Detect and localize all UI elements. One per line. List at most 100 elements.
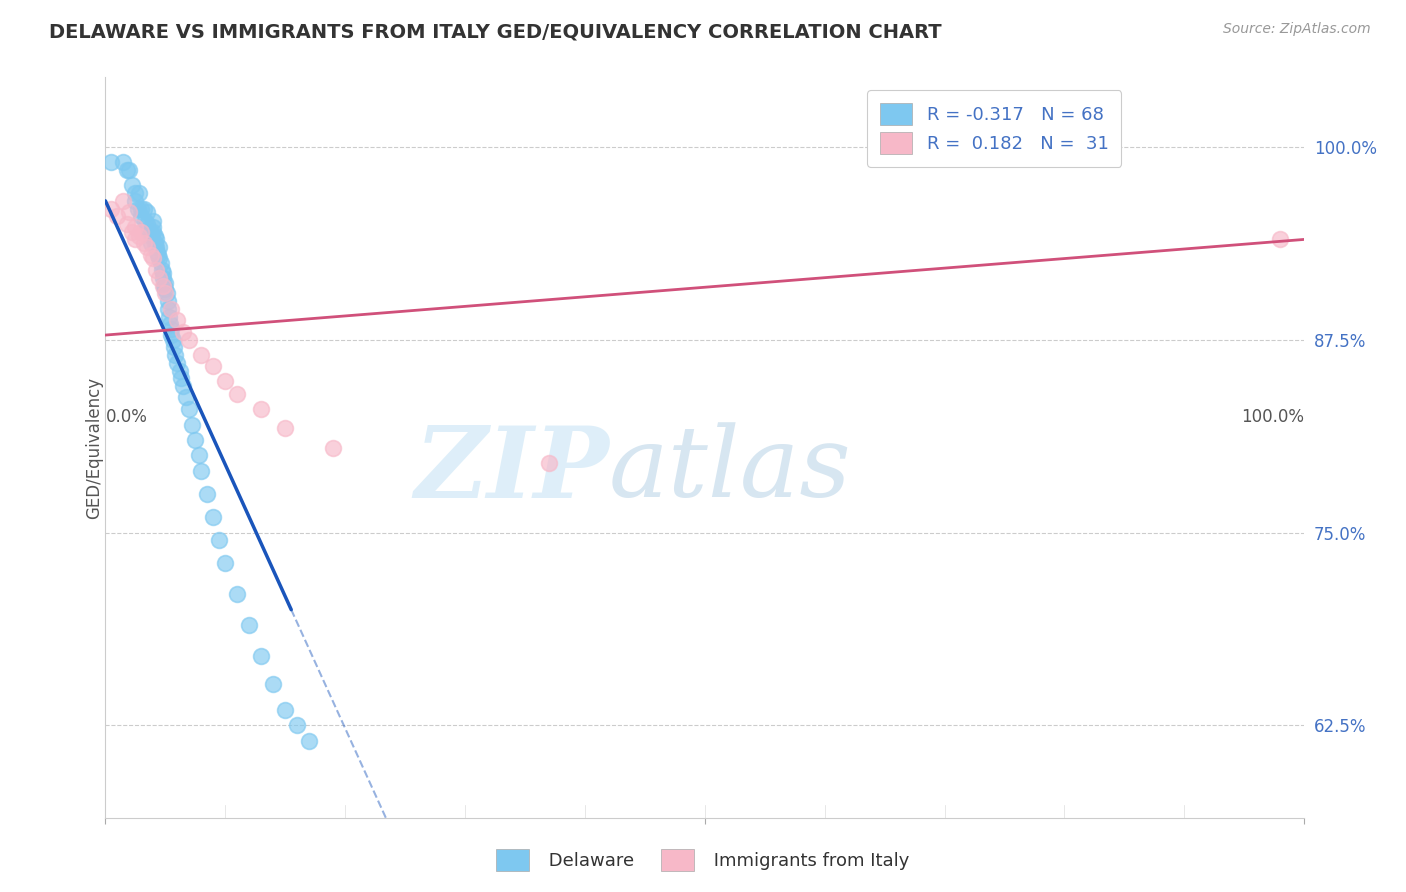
Point [214, 557, 236, 571]
Point [153, 278, 176, 293]
Point [127, 202, 149, 216]
Point [214, 375, 236, 389]
Point [146, 244, 169, 259]
Point [124, 232, 146, 246]
Point [250, 648, 273, 663]
Point [149, 255, 172, 269]
Point [157, 310, 180, 324]
Point [155, 286, 177, 301]
Point [202, 359, 225, 373]
Legend:  Delaware,  Immigrants from Italy: Delaware, Immigrants from Italy [489, 842, 917, 879]
Point [195, 487, 218, 501]
Point [298, 733, 321, 747]
Point [131, 202, 153, 216]
Point [208, 533, 231, 548]
Point [155, 286, 177, 301]
Point [136, 240, 159, 254]
Point [170, 371, 193, 385]
Point [152, 278, 174, 293]
Point [156, 294, 179, 309]
Point [146, 248, 169, 262]
Point [124, 186, 146, 201]
Point [143, 235, 166, 250]
Point [150, 263, 173, 277]
Point [184, 433, 207, 447]
Text: 0.0%: 0.0% [105, 409, 148, 426]
Point [121, 178, 143, 193]
Point [155, 276, 177, 290]
Point [160, 301, 183, 316]
Point [143, 229, 166, 244]
Point [187, 449, 209, 463]
Point [142, 214, 165, 228]
Point [128, 186, 150, 201]
Point [179, 402, 201, 417]
Point [174, 390, 197, 404]
Point [1270, 232, 1292, 246]
Point [100, 155, 122, 169]
Text: DELAWARE VS IMMIGRANTS FROM ITALY GED/EQUIVALENCY CORRELATION CHART: DELAWARE VS IMMIGRANTS FROM ITALY GED/EQ… [49, 22, 942, 41]
Point [226, 386, 249, 401]
Point [285, 718, 308, 732]
Point [105, 209, 128, 223]
Point [148, 251, 170, 265]
Text: ZIP: ZIP [413, 422, 609, 518]
Point [118, 163, 141, 178]
Point [115, 163, 138, 178]
Point [136, 204, 159, 219]
Point [537, 456, 560, 470]
Point [190, 464, 212, 478]
Point [100, 202, 122, 216]
Point [160, 328, 183, 343]
Point [180, 417, 202, 432]
Point [159, 318, 181, 332]
Point [238, 618, 260, 632]
Point [124, 194, 146, 208]
Point [250, 402, 273, 417]
Point [226, 587, 249, 601]
Point [134, 214, 156, 228]
Point [163, 340, 186, 354]
Point [202, 510, 225, 524]
Point [152, 271, 174, 285]
Text: Source: ZipAtlas.com: Source: ZipAtlas.com [1223, 22, 1371, 37]
Point [139, 248, 162, 262]
Point [274, 420, 297, 434]
Point [152, 266, 174, 280]
Point [148, 240, 170, 254]
Legend: R = -0.317   N = 68, R =  0.182   N =  31: R = -0.317 N = 68, R = 0.182 N = 31 [868, 90, 1122, 167]
Point [142, 220, 165, 235]
Text: 100.0%: 100.0% [1241, 409, 1305, 426]
Point [145, 240, 167, 254]
Point [138, 225, 160, 239]
Point [112, 155, 135, 169]
Point [169, 363, 191, 377]
Point [179, 333, 201, 347]
Point [118, 204, 141, 219]
Point [162, 333, 184, 347]
Point [128, 229, 150, 244]
Point [132, 235, 155, 250]
Point [274, 703, 297, 717]
Point [172, 379, 194, 393]
Point [166, 356, 188, 370]
Point [160, 322, 183, 336]
Point [142, 225, 165, 239]
Point [145, 263, 167, 277]
Point [139, 235, 162, 250]
Point [139, 229, 162, 244]
Point [172, 325, 194, 339]
Point [131, 225, 153, 239]
Point [121, 225, 143, 239]
Point [112, 194, 135, 208]
Y-axis label: GED/Equivalency: GED/Equivalency [86, 376, 103, 519]
Point [156, 301, 179, 316]
Point [142, 251, 165, 265]
Point [139, 225, 162, 239]
Point [132, 202, 155, 216]
Point [166, 312, 188, 326]
Point [131, 209, 153, 223]
Point [262, 676, 284, 690]
Point [190, 348, 212, 362]
Point [115, 217, 138, 231]
